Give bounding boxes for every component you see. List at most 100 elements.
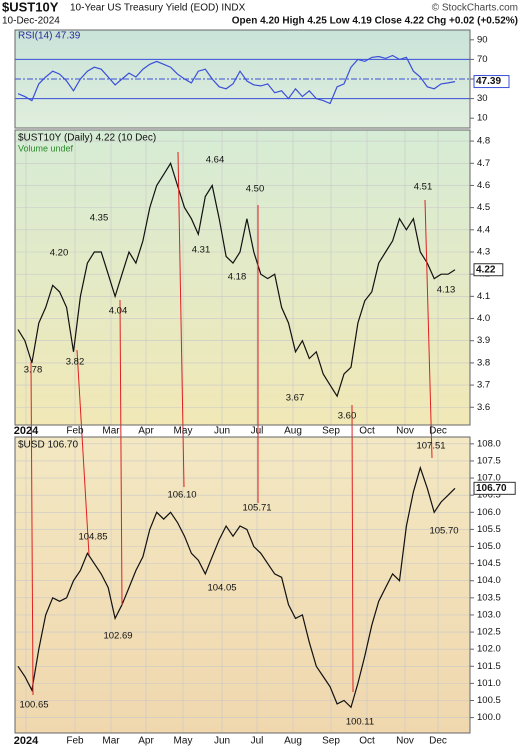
x-tick-label: May — [174, 426, 193, 437]
y-tick-label: 105.0 — [477, 541, 501, 552]
last-value-label: 47.39 — [476, 76, 501, 87]
symbol-name: 10-Year US Treasury Yield (EOD) INDX — [70, 3, 246, 14]
annotation: 104.05 — [207, 583, 236, 594]
connector — [177, 151, 185, 488]
y-tick-label: 104.0 — [477, 575, 501, 586]
date: 10-Dec-2024 — [2, 16, 60, 27]
usd-frame — [14, 436, 471, 734]
x-tick-label: Nov — [396, 736, 414, 747]
connector — [30, 361, 34, 696]
y-tick-label: 102.0 — [477, 644, 501, 655]
last-value-box — [473, 481, 516, 495]
annotation: 4.13 — [437, 285, 456, 296]
connector — [351, 404, 354, 693]
x-tick-label: Jul — [251, 736, 264, 747]
x-tick-label: Oct — [359, 426, 375, 437]
last-value-box — [473, 263, 504, 277]
annotation: 106.10 — [167, 490, 196, 501]
x-tick-label: Jun — [214, 736, 230, 747]
y-tick-label: 3.9 — [477, 335, 490, 346]
last-value-label: 4.22 — [476, 264, 496, 275]
y-tick-label: 70 — [477, 54, 488, 65]
price-panel — [15, 130, 470, 425]
x-tick-label: Aug — [284, 426, 302, 437]
y-tick-label: 3.8 — [477, 357, 490, 368]
x-tick-label: Feb — [66, 736, 84, 747]
annotation: 4.35 — [90, 213, 109, 224]
x-tick-label: Nov — [396, 426, 414, 437]
last-value-box — [473, 75, 510, 89]
x-tick-label: Dec — [429, 426, 447, 437]
y-tick-label: 101.5 — [477, 661, 501, 672]
annotation: 4.64 — [206, 155, 225, 166]
y-tick-label: 100.5 — [477, 695, 501, 706]
annotation: 102.69 — [103, 631, 132, 642]
annotation: 3.60 — [338, 411, 357, 422]
annotation: 3.78 — [24, 365, 43, 376]
annotation: 105.70 — [429, 526, 458, 537]
series-line — [17, 54, 456, 105]
y-tick-label: 103.5 — [477, 592, 501, 603]
y-tick-label: 30 — [477, 93, 488, 104]
y-tick-label: 3.7 — [477, 380, 490, 391]
y-tick-label: 10 — [477, 113, 488, 124]
usd-title: $USD 106.70 — [18, 440, 78, 451]
x-tick-label: May — [174, 736, 193, 747]
annotation: 3.82 — [66, 357, 85, 368]
y-tick-label: 105.5 — [477, 524, 501, 535]
annotation: 100.11 — [346, 717, 374, 728]
annotation: 4.18 — [228, 272, 247, 283]
red-connectors — [30, 151, 433, 696]
annotation: 4.04 — [109, 306, 128, 317]
series-line — [17, 161, 456, 398]
connector — [424, 199, 433, 459]
y-tick-label: 4.6 — [477, 180, 490, 191]
last-value-label: 106.70 — [476, 483, 507, 494]
annotation: 100.65 — [19, 700, 48, 711]
usd-panel — [15, 437, 470, 733]
y-tick-label: 108.0 — [477, 438, 501, 449]
x-tick-label: 2024 — [14, 735, 39, 747]
annotation: 105.71 — [242, 503, 271, 514]
y-tick-label: 106.5 — [477, 490, 501, 501]
x-tick-label: Mar — [102, 736, 120, 747]
y-tick-label: 4.3 — [477, 247, 490, 258]
y-tick-label: 101.0 — [477, 678, 501, 689]
x-tick-label: Dec — [429, 736, 447, 747]
y-tick-label: 102.5 — [477, 627, 501, 638]
annotation: 4.51 — [414, 182, 433, 193]
annotation: 4.31 — [192, 245, 211, 256]
connector — [119, 299, 123, 606]
y-tick-label: 4.0 — [477, 313, 490, 324]
annotation: 4.20 — [50, 248, 69, 259]
y-tick-label: 107.0 — [477, 473, 501, 484]
annotation: 107.51 — [416, 441, 445, 452]
x-tick-label: Apr — [138, 736, 154, 747]
y-tick-label: 104.5 — [477, 558, 501, 569]
x-tick-label: Jul — [251, 426, 264, 437]
y-tick-label: 4.7 — [477, 158, 490, 169]
series-line — [17, 465, 456, 709]
y-tick-label: 103.0 — [477, 609, 501, 620]
y-tick-label: 106.0 — [477, 507, 501, 518]
annotation: 104.85 — [78, 532, 107, 543]
x-tick-label: Jun — [214, 426, 230, 437]
y-tick-label: 107.5 — [477, 455, 501, 466]
volume-note: Volume undef — [18, 143, 74, 153]
x-tick-label: Apr — [138, 426, 154, 437]
annotation: 3.67 — [286, 393, 305, 404]
y-tick-label: 3.6 — [477, 402, 490, 413]
y-tick-label: 4.4 — [477, 224, 490, 235]
x-tick-label: Sep — [322, 426, 340, 437]
symbol: $UST10Y — [2, 0, 59, 14]
connector — [76, 349, 90, 556]
x-tick-label: Sep — [322, 736, 340, 747]
price-title: $UST10Y (Daily) 4.22 (10 Dec) — [18, 133, 156, 144]
x-tick-label: Aug — [284, 736, 302, 747]
price-frame — [14, 129, 471, 426]
credit: © StockCharts.com — [432, 3, 518, 14]
y-tick-label: 4.8 — [477, 136, 490, 147]
x-tick-label: 2024 — [14, 425, 39, 437]
